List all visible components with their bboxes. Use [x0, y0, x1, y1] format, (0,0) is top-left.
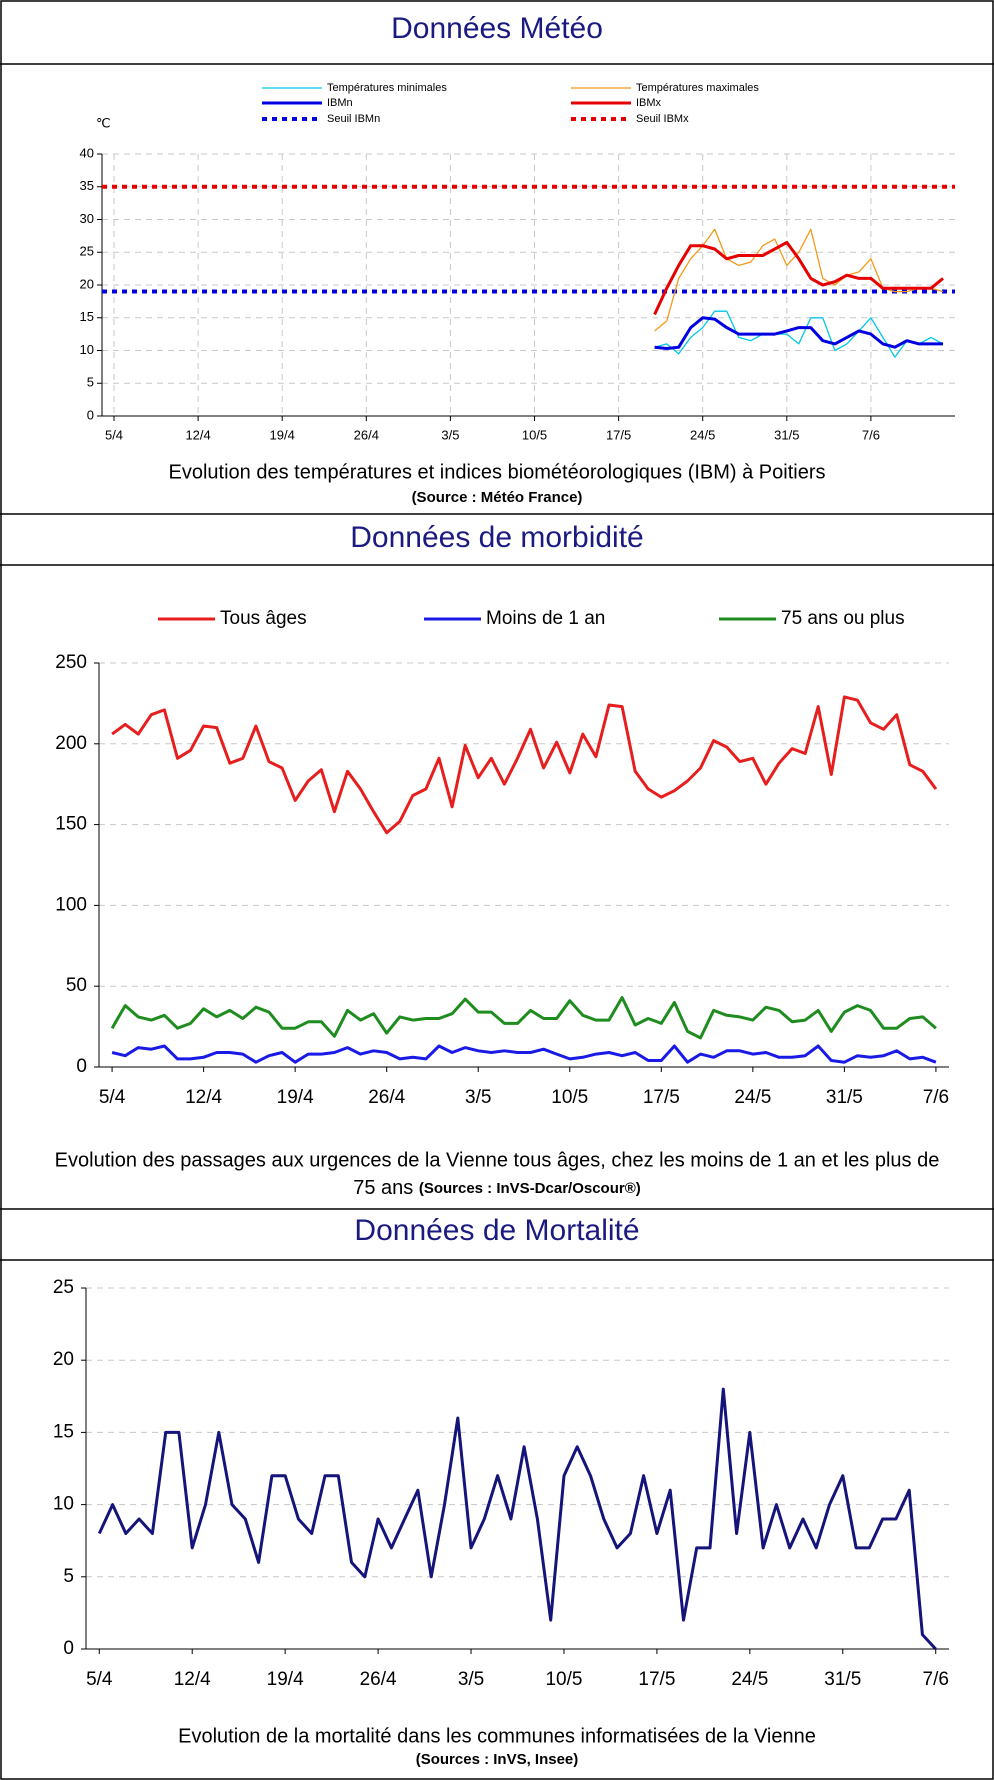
y-tick-label: 25 [53, 1277, 74, 1298]
caption: Evolution des passages aux urgences de l… [55, 1149, 940, 1171]
y-tick-label: 0 [63, 1638, 74, 1659]
data-line [111, 1044, 937, 1064]
x-tick-label: 12/4 [185, 427, 210, 442]
y-tick-label: 5 [87, 375, 94, 390]
y-tick-label: 0 [76, 1056, 87, 1077]
x-tick-label: 7/6 [923, 1087, 949, 1108]
x-tick-label: 12/4 [185, 1087, 222, 1108]
y-tick-label: 200 [55, 733, 87, 754]
y-tick-label: 150 [55, 814, 87, 835]
x-tick-label: 24/5 [690, 427, 715, 442]
y-tick-label: 10 [80, 342, 94, 357]
x-tick-label: 19/4 [277, 1087, 314, 1108]
y-tick-label: 15 [53, 1421, 74, 1442]
legend-label: 75 ans ou plus [781, 608, 905, 629]
x-tick-label: 10/5 [551, 1087, 588, 1108]
section-title: Données Météo [391, 12, 603, 45]
y-tick-label: 100 [55, 894, 87, 915]
data-line [654, 310, 944, 358]
legend-label: IBMx [636, 97, 662, 109]
x-tick-label: 31/5 [826, 1087, 863, 1108]
y-tick-label: 10 [53, 1494, 74, 1515]
x-tick-label: 3/5 [465, 1087, 491, 1108]
x-tick-label: 5/4 [99, 1087, 126, 1108]
y-tick-label: 5 [63, 1566, 74, 1587]
source: (Sources : InVS-Dcar/Oscour®) [419, 1180, 641, 1197]
x-tick-label: 7/6 [862, 427, 880, 442]
caption: Evolution des températures et indices bi… [169, 461, 826, 483]
legend-label: Tous âges [220, 608, 307, 629]
y-tick-label: 40 [80, 145, 94, 160]
x-tick-label: 17/5 [638, 1669, 675, 1690]
x-tick-label: 19/4 [270, 427, 295, 442]
x-tick-label: 26/4 [368, 1087, 405, 1108]
section-title: Données de morbidité [350, 521, 644, 554]
x-tick-label: 5/4 [86, 1669, 113, 1690]
data-line [654, 316, 943, 350]
x-tick-label: 26/4 [360, 1669, 397, 1690]
source: (Source : Météo France) [412, 489, 583, 506]
x-tick-label: 7/6 [923, 1669, 949, 1690]
y-tick-label: 15 [80, 309, 94, 324]
x-tick-label: 3/5 [458, 1669, 484, 1690]
y-tick-label: 25 [80, 244, 94, 259]
legend-label: Moins de 1 an [486, 608, 605, 629]
y-tick-label: 0 [87, 407, 94, 422]
y-tick-label: 20 [53, 1349, 74, 1370]
x-tick-label: 31/5 [824, 1669, 861, 1690]
x-tick-label: 19/4 [267, 1669, 304, 1690]
y-axis-label: ℃ [96, 115, 111, 130]
legend-label: Températures minimales [327, 82, 447, 94]
legend-label: Températures maximales [636, 82, 759, 94]
x-tick-label: 3/5 [441, 427, 459, 442]
y-tick-label: 250 [55, 652, 87, 673]
legend-label: IBMn [327, 97, 353, 109]
x-tick-label: 10/5 [522, 427, 547, 442]
x-tick-label: 17/5 [606, 427, 631, 442]
x-tick-label: 10/5 [545, 1669, 582, 1690]
y-tick-label: 50 [66, 975, 87, 996]
source: (Sources : InVS, Insee) [416, 1751, 579, 1768]
x-tick-label: 5/4 [105, 427, 123, 442]
legend-label: Seuil IBMx [636, 113, 689, 125]
caption: 75 ans [353, 1177, 413, 1199]
x-tick-label: 26/4 [354, 427, 379, 442]
y-tick-label: 35 [80, 178, 94, 193]
x-tick-label: 12/4 [174, 1669, 211, 1690]
x-tick-label: 17/5 [643, 1087, 680, 1108]
legend-label: Seuil IBMn [327, 113, 380, 125]
section-title: Données de Mortalité [354, 1214, 639, 1247]
y-tick-label: 20 [80, 276, 94, 291]
data-line [653, 240, 944, 316]
x-tick-label: 31/5 [774, 427, 799, 442]
x-tick-label: 24/5 [731, 1669, 768, 1690]
caption: Evolution de la mortalité dans les commu… [178, 1725, 816, 1747]
y-tick-label: 30 [80, 211, 94, 226]
data-line [110, 996, 937, 1040]
x-tick-label: 24/5 [734, 1087, 771, 1108]
data-line [97, 1387, 937, 1651]
caption-line: 75 ans (Sources : InVS-Dcar/Oscour®) [353, 1177, 641, 1199]
data-line [111, 695, 938, 835]
